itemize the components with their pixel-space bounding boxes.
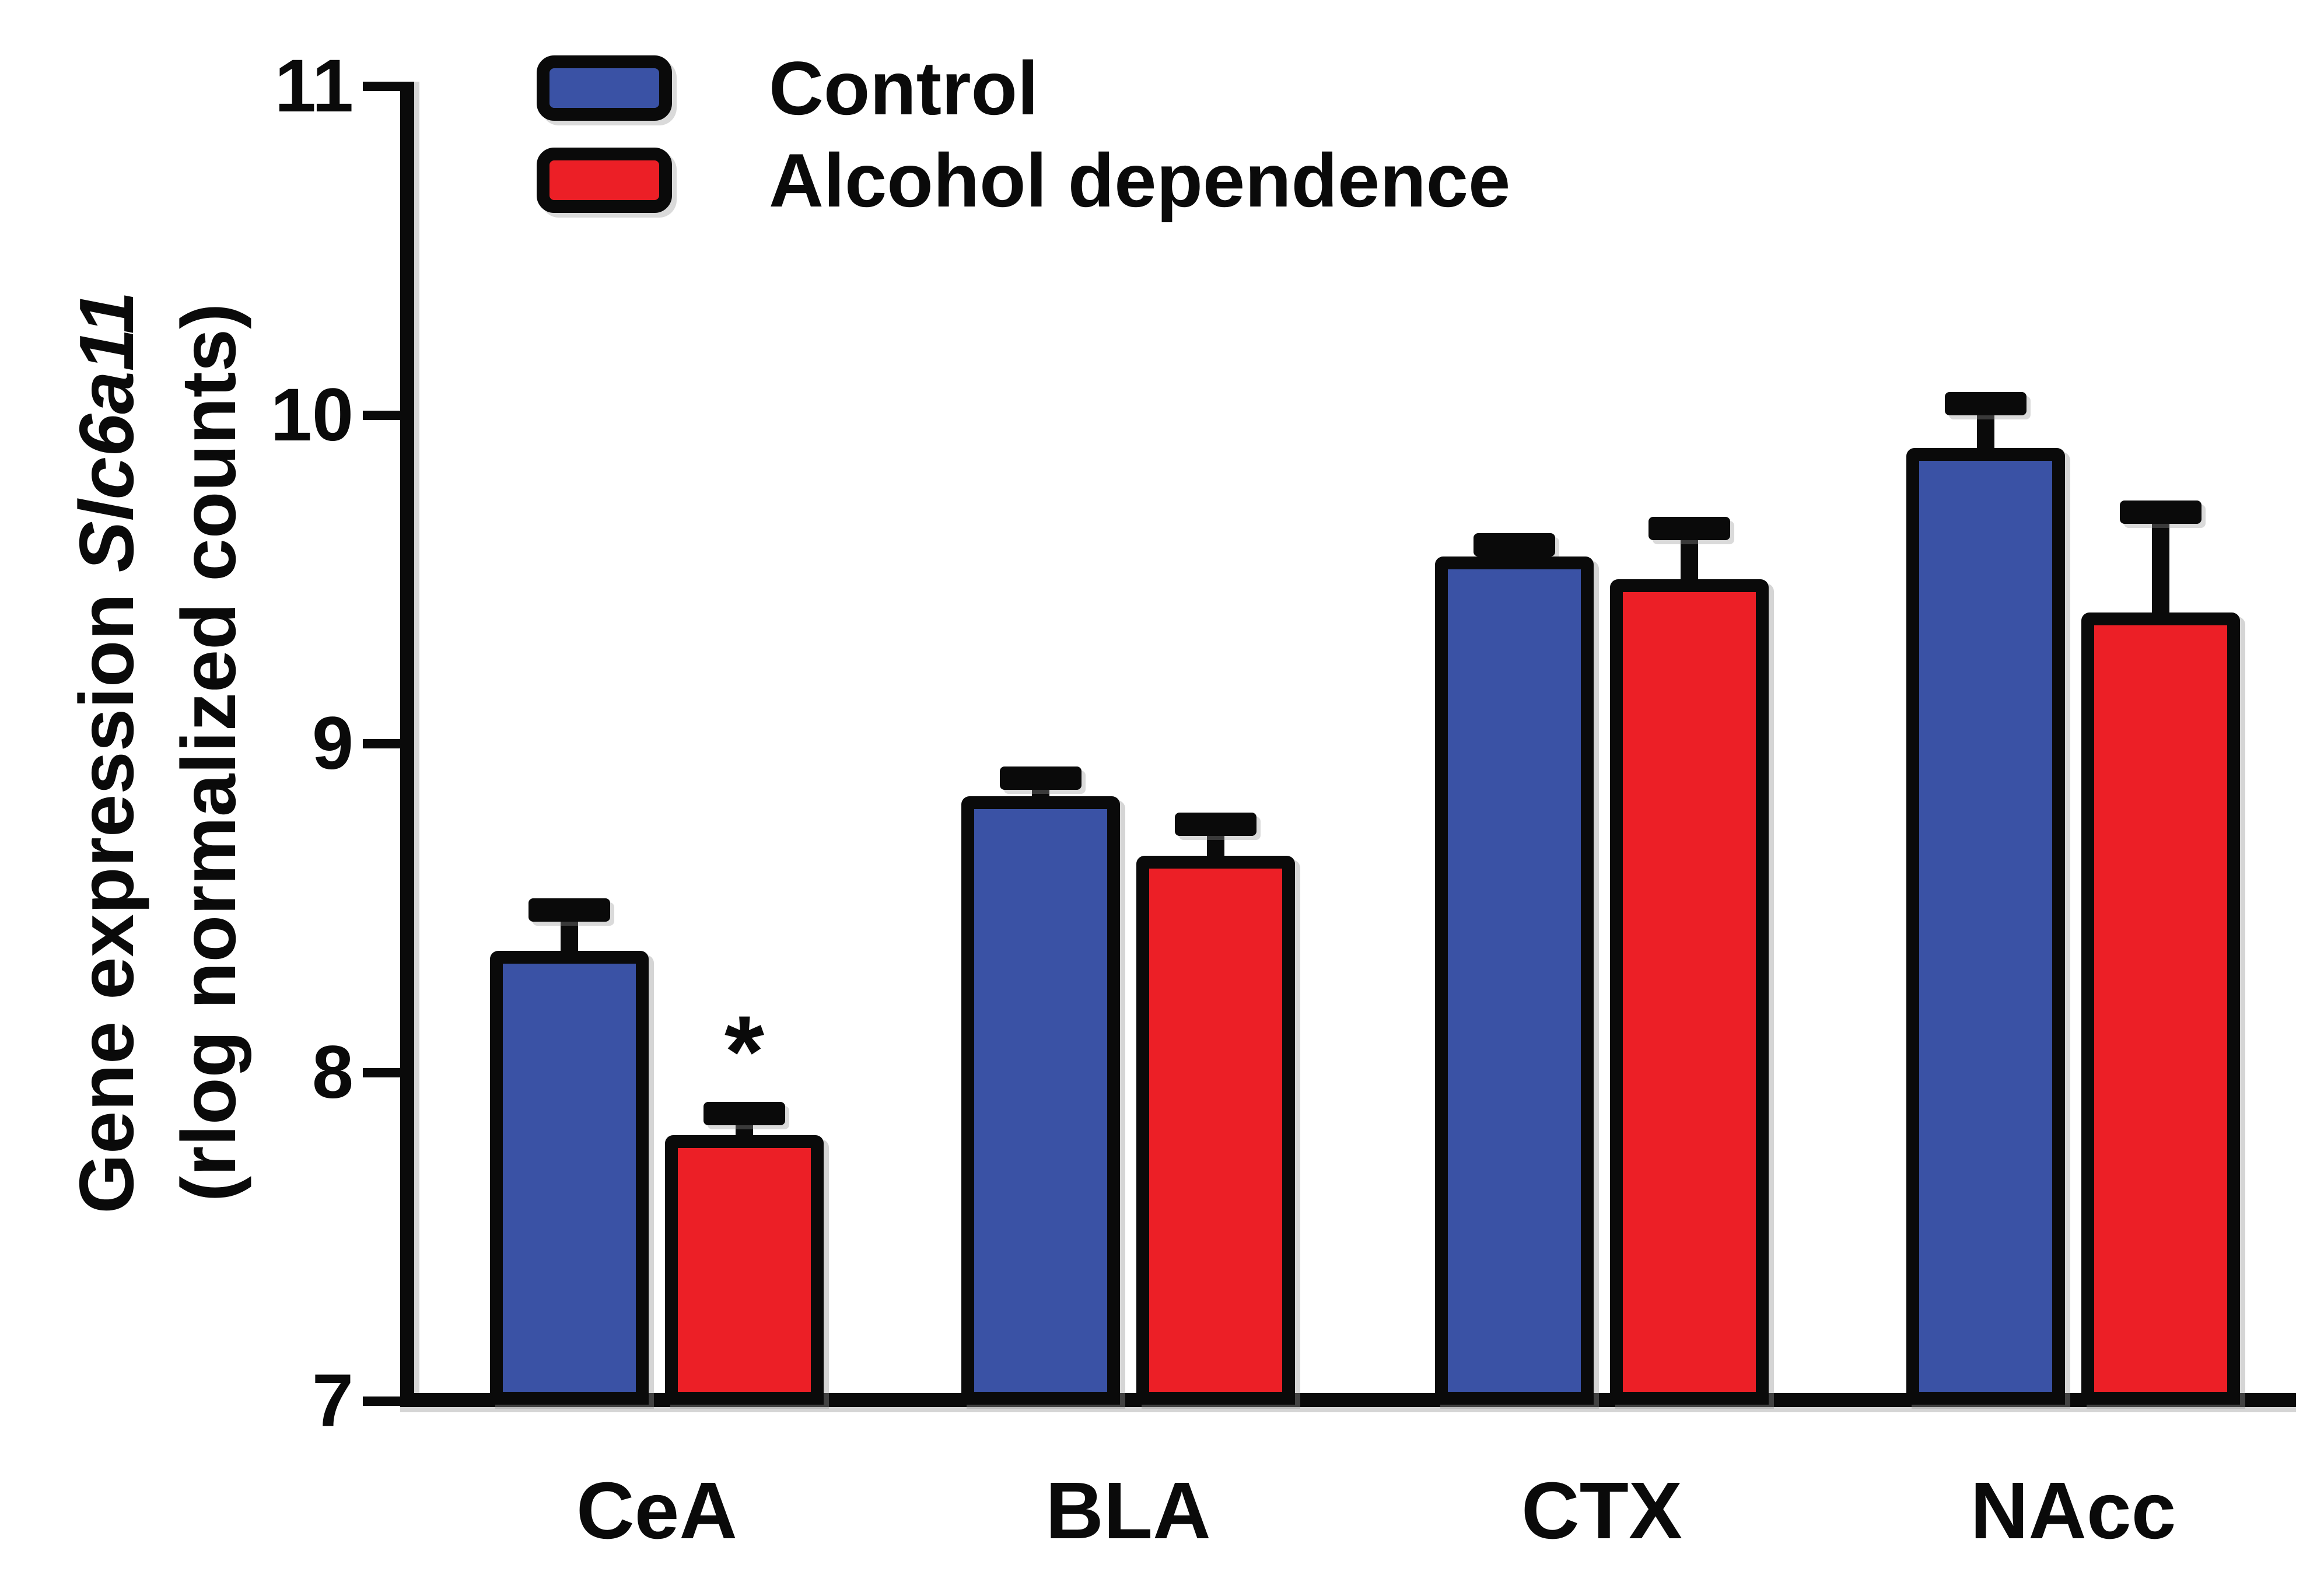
error-bar-cap-control-cea xyxy=(528,898,610,922)
error-bar-cap-alcohol-dependence-nacc xyxy=(2120,501,2202,524)
y-axis-tick-label: 10 xyxy=(270,373,354,457)
legend-swatch-control xyxy=(537,55,672,121)
y-axis-tick xyxy=(363,82,401,91)
bar-alcohol-dependence-cea xyxy=(665,1135,824,1405)
bar-control-cea xyxy=(490,951,649,1405)
error-bar-cap-alcohol-dependence-bla xyxy=(1175,813,1256,836)
bar-control-nacc xyxy=(1906,447,2065,1405)
error-bar-cap-alcohol-dependence-ctx xyxy=(1648,517,1730,541)
y-axis-tick-label: 7 xyxy=(312,1359,354,1443)
error-bar-cap-control-bla xyxy=(1000,766,1082,790)
legend-label-control: Control xyxy=(769,46,1039,131)
legend-swatch-alcohol-dependence xyxy=(537,148,672,213)
x-axis-label-ctx: CTX xyxy=(1521,1466,1682,1556)
error-bar-cap-control-nacc xyxy=(1945,392,2027,416)
y-axis-tick xyxy=(363,1396,401,1406)
bar-alcohol-dependence-bla xyxy=(1136,855,1295,1405)
bar-control-ctx xyxy=(1435,556,1594,1405)
y-axis-tick xyxy=(363,739,401,748)
legend-label-alcohol-dependence: Alcohol dependence xyxy=(769,138,1511,223)
bar-control-bla xyxy=(961,796,1120,1405)
y-axis-tick xyxy=(363,1068,401,1077)
y-axis-title-text: Gene expression xyxy=(64,593,149,1214)
y-axis-line xyxy=(400,82,414,1407)
y-axis-tick-label: 11 xyxy=(274,44,354,128)
error-bar-cap-control-ctx xyxy=(1474,533,1555,557)
significance-asterisk: * xyxy=(724,995,765,1110)
y-axis-tick xyxy=(363,410,401,420)
y-axis-title-line1: Gene expression Slc6a11 xyxy=(55,291,158,1213)
error-bar-cap-alcohol-dependence-cea xyxy=(704,1102,785,1126)
x-axis-label-cea: CeA xyxy=(576,1466,738,1556)
error-bar-stem-alcohol-dependence-nacc xyxy=(2152,517,2169,624)
x-axis-label-bla: BLA xyxy=(1045,1466,1211,1556)
bar-alcohol-dependence-ctx xyxy=(1610,579,1769,1405)
gene-name-italic: Slc6a11 xyxy=(64,291,149,573)
bar-alcohol-dependence-nacc xyxy=(2081,612,2240,1405)
y-axis-tick-label: 8 xyxy=(312,1030,354,1114)
x-axis-label-nacc: NAcc xyxy=(1970,1466,2176,1556)
y-axis-tick-label: 9 xyxy=(312,702,354,785)
